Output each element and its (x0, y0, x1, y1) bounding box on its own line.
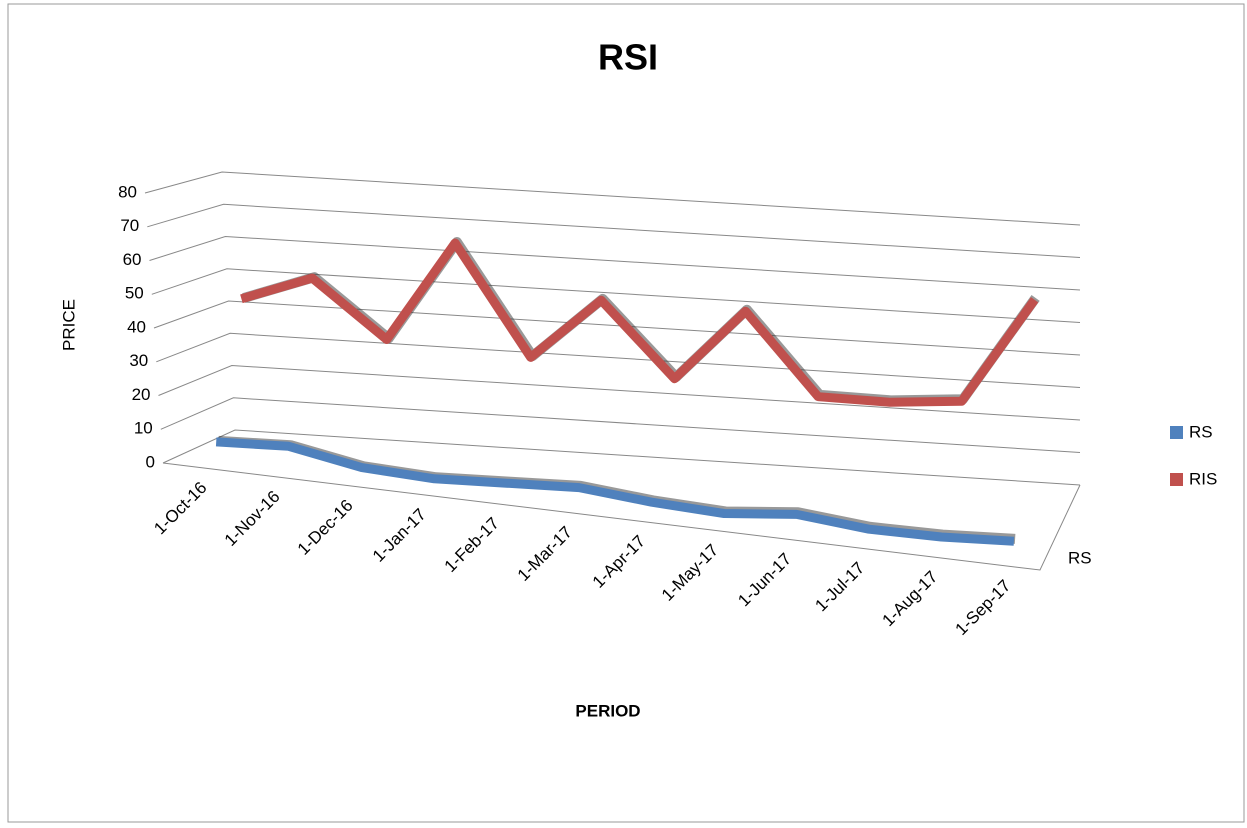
x-tick-label: 1-May-17 (658, 540, 722, 604)
y-axis-title: PRICE (59, 299, 78, 351)
y-tick-label: 80 (118, 182, 137, 201)
grid-line (149, 235, 1081, 291)
grid-line (153, 300, 1081, 356)
y-tick-label: 20 (132, 385, 151, 404)
legend-swatch (1170, 426, 1183, 439)
x-tick-label: 1-Jan-17 (369, 505, 430, 566)
x-tick-label: 1-Jun-17 (734, 549, 795, 610)
grid-line (160, 397, 1081, 453)
y-tick-label: 50 (125, 284, 144, 303)
chart-border (7, 3, 1245, 823)
floor-edge (162, 462, 1081, 571)
grid-line (144, 171, 1081, 226)
depth-tick-label: RS (1068, 548, 1092, 567)
x-tick-label: 1-Mar-17 (514, 523, 576, 585)
legend-label: RIS (1189, 469, 1217, 488)
y-tick-label: 70 (120, 216, 139, 235)
x-tick-label: 1-Apr-17 (589, 532, 649, 592)
y-tick-label: 40 (127, 317, 146, 336)
legend-label: RS (1189, 422, 1213, 441)
grid-line (151, 268, 1081, 323)
x-tick-label: 1-Oct-16 (150, 478, 210, 538)
x-tick-label: 1-Dec-16 (294, 496, 357, 559)
x-axis-title: PERIOD (575, 701, 640, 720)
x-tick-label: 1-Jul-17 (811, 558, 868, 615)
grid-line (147, 203, 1081, 258)
series-line (240, 238, 1039, 407)
y-tick-label: 10 (134, 419, 153, 438)
x-tick-label: 1-Aug-17 (878, 567, 941, 630)
grid-line (156, 332, 1081, 388)
legend-swatch (1170, 473, 1183, 486)
series-line (215, 437, 1015, 546)
y-tick-label: 60 (123, 250, 142, 269)
grid-line (158, 364, 1081, 421)
x-tick-label: 1-Sep-17 (952, 576, 1015, 639)
chart-title: RSI (598, 37, 658, 78)
y-tick-label: 30 (129, 351, 148, 370)
x-tick-label: 1-Nov-16 (221, 487, 284, 550)
grid-line (162, 429, 1081, 486)
x-tick-label: 1-Feb-17 (441, 514, 503, 576)
y-tick-label: 0 (146, 452, 155, 471)
